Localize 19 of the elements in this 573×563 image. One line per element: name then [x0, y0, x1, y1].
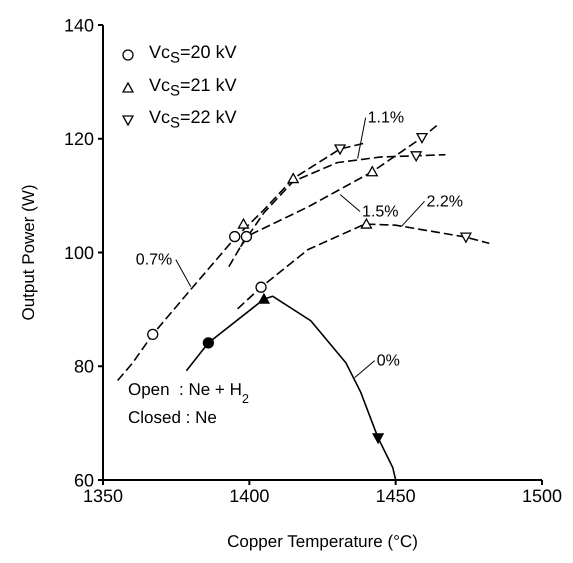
- annotation: 0%: [376, 352, 400, 370]
- annotation: Closed : Ne: [128, 408, 217, 427]
- annotation: 1.5%: [362, 203, 399, 220]
- legend-label: Vc$_{S}$=20 kV: [149, 41, 237, 69]
- legend-label: Vc$_{S}$=22 kV: [149, 106, 237, 134]
- legend-label: Vc$_{S}$=21 kV: [149, 74, 237, 102]
- annotation: 1.1%: [368, 110, 404, 127]
- x-tick-label: 1500: [522, 486, 562, 506]
- y-tick-label: 100: [64, 242, 94, 263]
- x-axis-title: Copper Temperature (°C): [227, 532, 418, 551]
- x-tick-label: 1450: [376, 486, 416, 506]
- annotation: Open : Ne + H$_{2}$: [128, 380, 249, 406]
- x-tick-label: 1400: [229, 486, 270, 506]
- annotation: 0.7%: [136, 252, 172, 269]
- y-tick-label: 120: [64, 129, 94, 150]
- y-tick-label: 80: [74, 356, 94, 377]
- y-axis-title: Output Power (W): [19, 184, 38, 321]
- annotation: 2.2%: [426, 193, 463, 210]
- y-tick-label: 140: [64, 15, 94, 36]
